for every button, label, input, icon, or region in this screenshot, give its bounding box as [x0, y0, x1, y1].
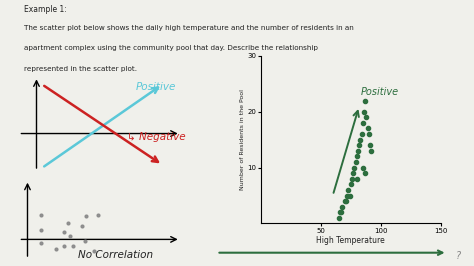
Point — [338, 205, 346, 209]
Point — [343, 193, 351, 198]
Point — [52, 247, 60, 252]
Point — [349, 171, 357, 175]
Point — [64, 221, 72, 225]
Text: Example 1:: Example 1: — [24, 5, 66, 14]
Text: The scatter plot below shows the daily high temperature and the number of reside: The scatter plot below shows the daily h… — [24, 25, 354, 31]
Point — [346, 193, 353, 198]
Point — [354, 149, 362, 153]
Point — [359, 121, 366, 125]
Point — [348, 177, 356, 181]
Point — [78, 224, 86, 228]
Point — [91, 248, 98, 253]
Point — [363, 115, 370, 119]
Point — [358, 132, 365, 136]
Point — [337, 210, 345, 214]
Point — [60, 230, 68, 234]
Point — [356, 143, 363, 147]
Text: represented in the scatter plot.: represented in the scatter plot. — [24, 66, 137, 72]
Point — [345, 188, 352, 192]
Y-axis label: Number of Residents in the Pool: Number of Residents in the Pool — [240, 89, 245, 190]
Point — [359, 165, 366, 170]
Point — [69, 243, 76, 248]
Point — [361, 98, 369, 103]
Point — [94, 213, 102, 218]
Text: No Correlation: No Correlation — [78, 250, 153, 260]
Point — [335, 216, 343, 220]
Point — [341, 199, 348, 203]
Text: Positive: Positive — [136, 82, 176, 92]
Point — [365, 132, 373, 136]
Point — [82, 239, 89, 243]
Point — [352, 160, 359, 164]
Point — [364, 126, 371, 131]
Point — [353, 154, 361, 159]
Point — [366, 143, 374, 147]
Point — [367, 149, 375, 153]
Point — [360, 110, 368, 114]
Point — [37, 228, 45, 232]
Point — [336, 210, 344, 214]
Point — [353, 177, 361, 181]
Point — [361, 171, 369, 175]
Text: ↳ Negative: ↳ Negative — [127, 132, 185, 142]
Point — [37, 213, 45, 217]
Text: apartment complex using the community pool that day. Describe the relationship: apartment complex using the community po… — [24, 45, 318, 51]
Point — [356, 138, 364, 142]
Point — [342, 199, 350, 203]
Point — [60, 244, 68, 248]
X-axis label: High Temperature: High Temperature — [316, 236, 385, 245]
Text: ?: ? — [456, 251, 461, 261]
Point — [67, 234, 74, 238]
Point — [37, 241, 45, 245]
Point — [82, 214, 90, 218]
Text: Positive: Positive — [360, 87, 399, 97]
Point — [347, 182, 355, 186]
Point — [351, 165, 358, 170]
